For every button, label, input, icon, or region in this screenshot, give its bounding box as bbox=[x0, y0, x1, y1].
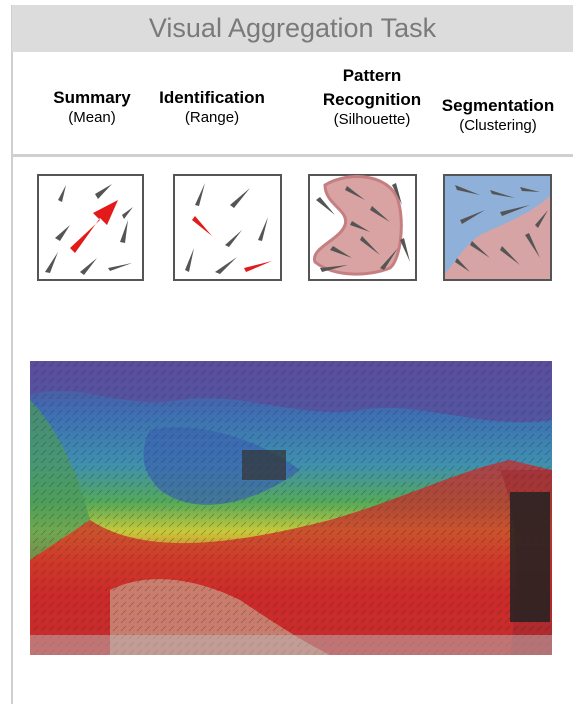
task-title: Segmentation bbox=[441, 96, 555, 115]
task-subtitle: (Clustering) bbox=[459, 117, 537, 134]
icon-identification bbox=[173, 174, 282, 281]
header-title: Visual Aggregation Task bbox=[12, 5, 573, 52]
icon-summary bbox=[37, 174, 144, 281]
divider bbox=[12, 154, 573, 157]
icon-pattern bbox=[308, 174, 417, 281]
task-title: Pattern bbox=[342, 66, 402, 85]
left-border bbox=[11, 5, 13, 704]
task-subtitle: (Silhouette) bbox=[333, 111, 411, 128]
task-title: Recognition bbox=[322, 90, 422, 109]
weather-map bbox=[30, 361, 552, 655]
icon-segmentation bbox=[443, 174, 552, 281]
task-subtitle: (Mean) bbox=[68, 109, 116, 126]
task-title: Summary bbox=[53, 88, 131, 107]
task-subtitle: (Range) bbox=[184, 109, 240, 126]
task-title: Identification bbox=[159, 88, 265, 107]
